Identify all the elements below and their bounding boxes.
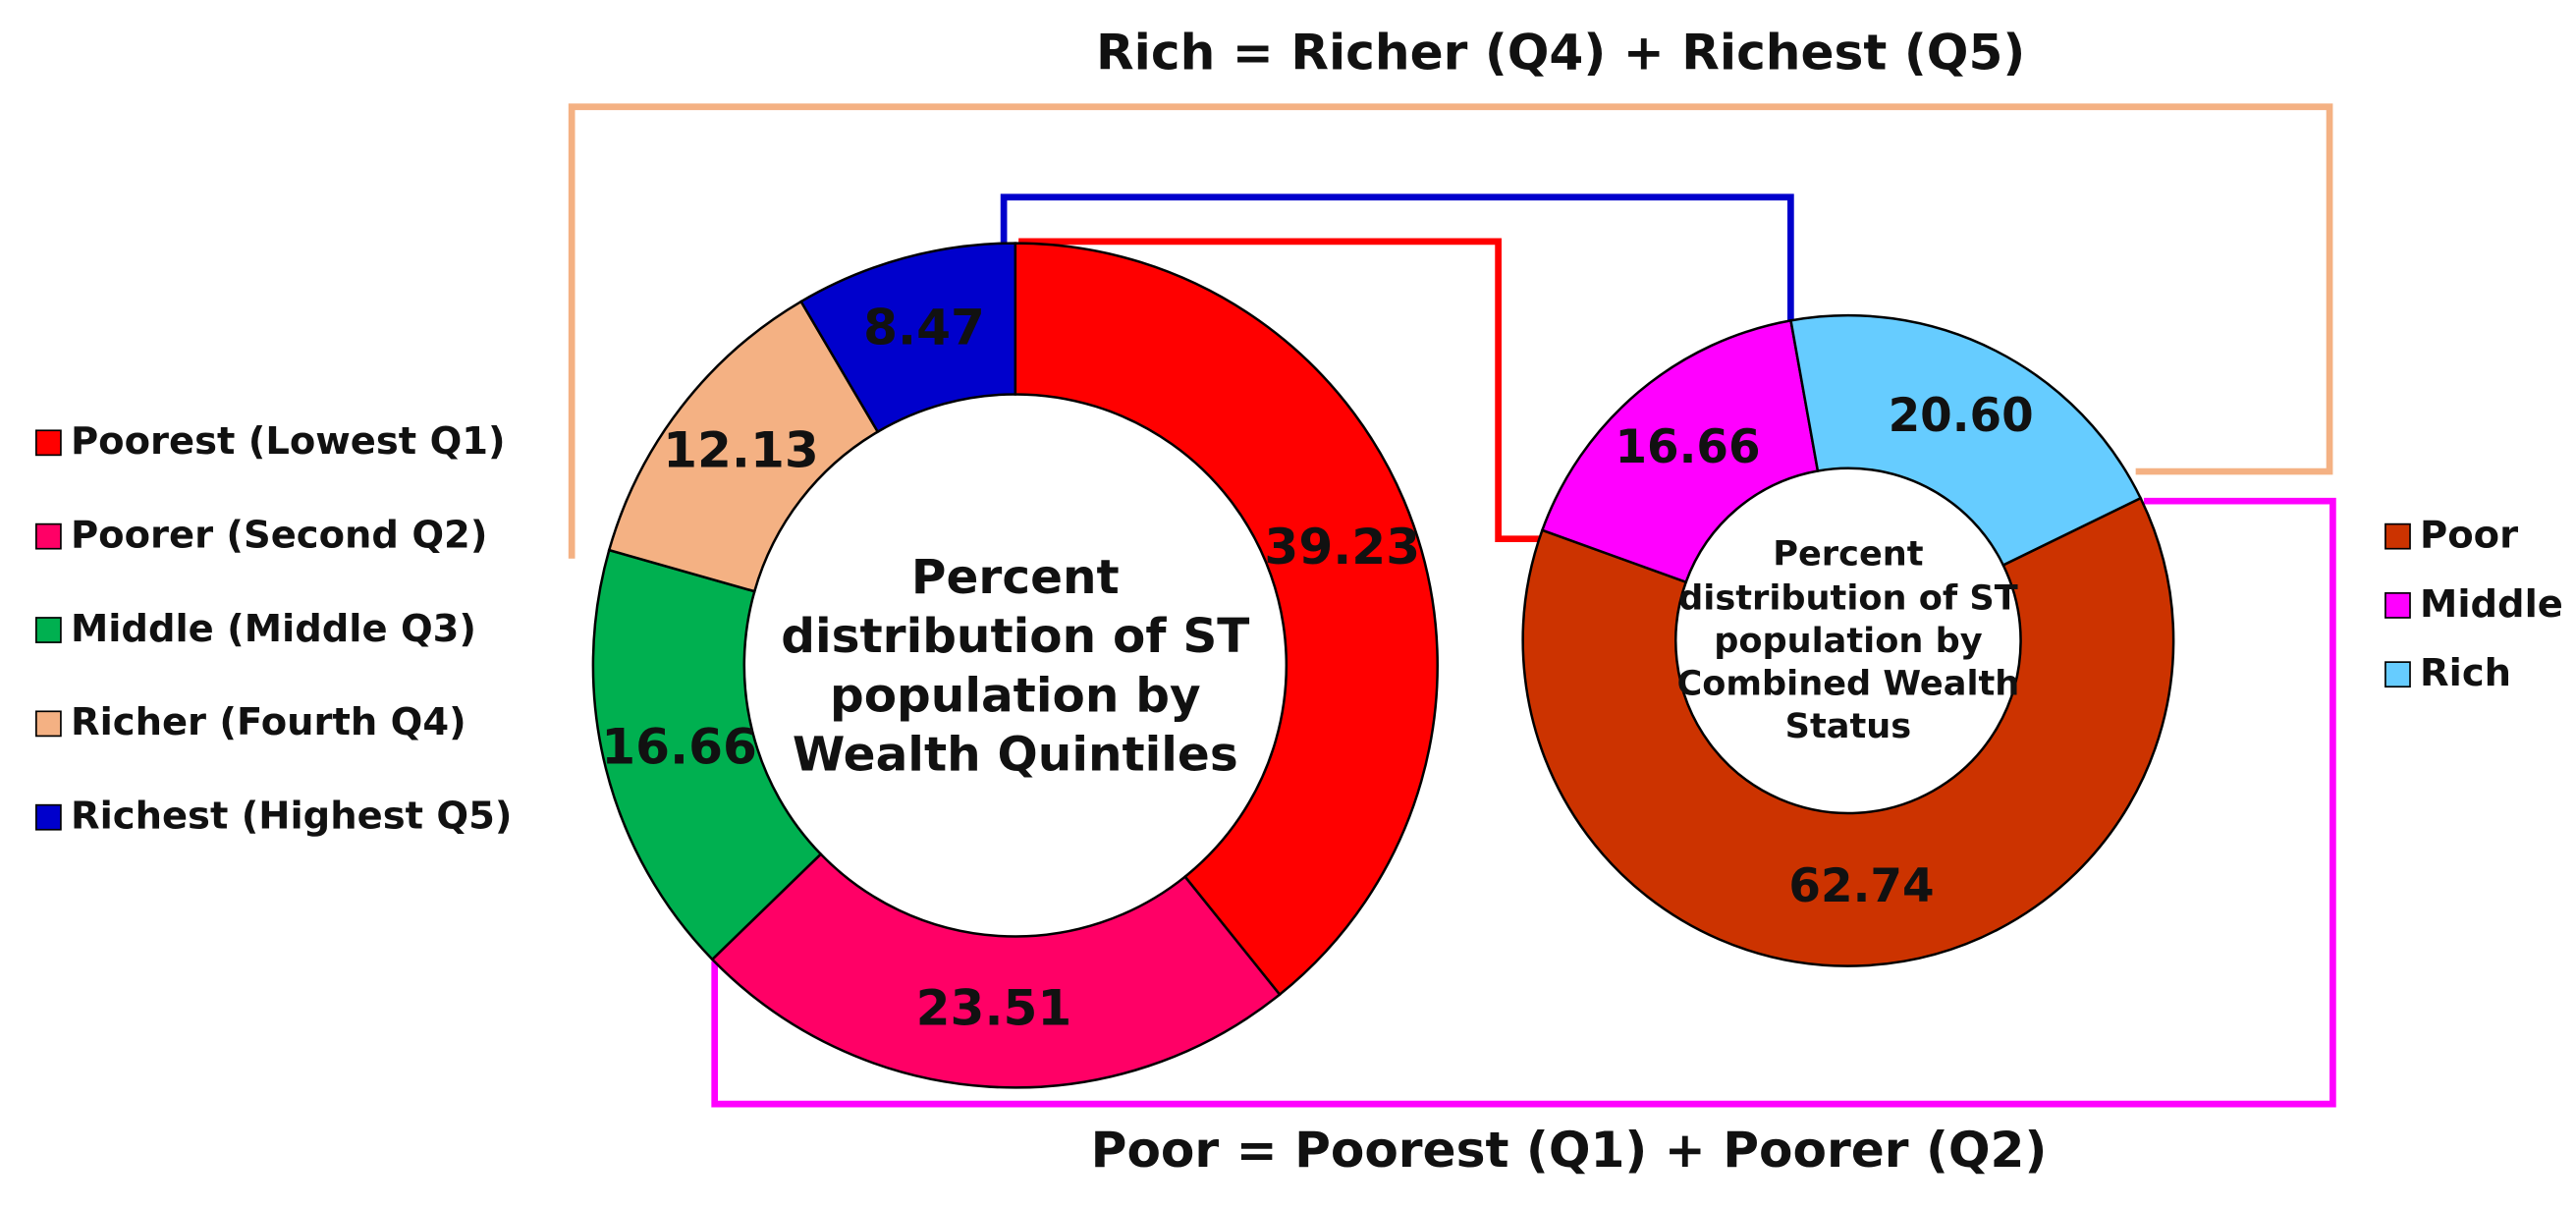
data-label: 62.74: [1788, 860, 1934, 913]
legend-swatch: [2384, 522, 2411, 550]
legend-label: Poor: [2420, 514, 2518, 558]
data-label: 12.13: [663, 420, 819, 478]
donut-slice: [1521, 496, 2175, 967]
poorest-connector: [1018, 238, 1548, 543]
legend-label: Richest (Highest Q5): [71, 795, 512, 839]
legend-label: Rich: [2420, 651, 2511, 695]
donut-slice: [591, 548, 823, 961]
legend-label: Poorest (Lowest Q1): [71, 419, 506, 464]
legend-swatch: [35, 522, 62, 550]
data-label: 8.47: [863, 298, 985, 356]
chart-title: Percent distribution of ST population by…: [781, 547, 1250, 783]
poor-connector: [711, 497, 2336, 1108]
chart-title: Percent distribution of ST population by…: [1676, 534, 2020, 747]
legend-label: Richer (Fourth Q4): [71, 700, 466, 744]
legend-label: Poorer (Second Q2): [71, 514, 487, 558]
data-label: 23.51: [916, 978, 1072, 1036]
data-label: 20.60: [1889, 390, 2034, 443]
legend-swatch: [35, 803, 62, 831]
donut-slice: [1789, 313, 2143, 568]
data-label: 16.66: [601, 717, 757, 775]
center-title-box: Percent distribution of ST population by…: [781, 547, 1250, 783]
center-title-box: Percent distribution of ST population by…: [1676, 534, 2020, 747]
data-label: 39.23: [1264, 518, 1420, 576]
annotation: Rich = Richer (Q4) + Richest (Q5): [1096, 23, 2025, 81]
rich-connector: [568, 103, 2333, 559]
annotation: Poor = Poorest (Q1) + Poorer (Q2): [1091, 1121, 2048, 1179]
legend-swatch: [2384, 592, 2411, 619]
donut-slice: [1014, 242, 1439, 997]
donut-slice: [1540, 318, 1820, 584]
donut-slice: [798, 242, 1017, 434]
legend-swatch: [35, 429, 62, 457]
richest-connector: [1000, 193, 1794, 322]
legend-swatch: [35, 710, 62, 738]
legend-label: Middle: [2420, 582, 2563, 627]
legend-swatch: [35, 617, 62, 643]
legend-label: Middle (Middle Q3): [71, 607, 476, 651]
donut-slice: [710, 851, 1282, 1089]
data-label: 16.66: [1615, 421, 1760, 474]
legend-swatch: [2384, 661, 2411, 688]
connectors: [568, 103, 2336, 1108]
